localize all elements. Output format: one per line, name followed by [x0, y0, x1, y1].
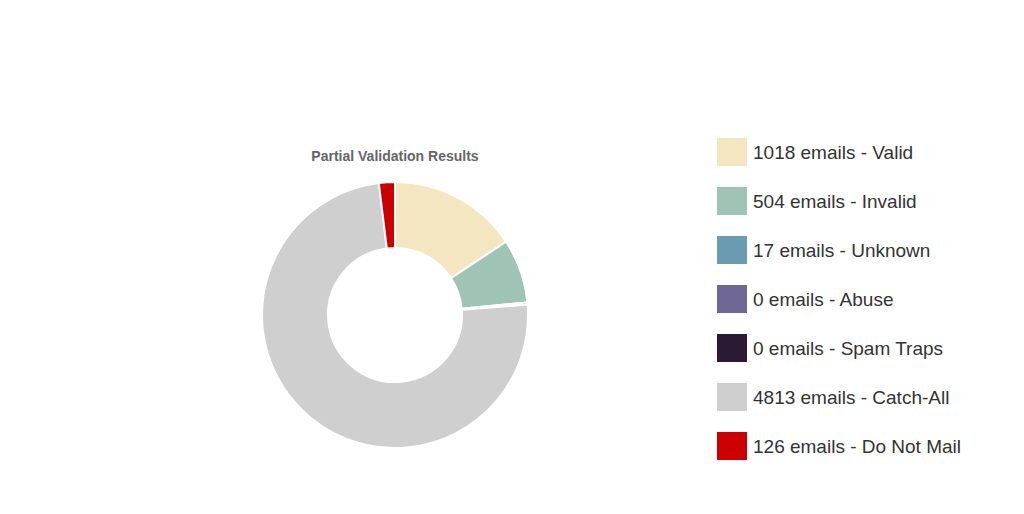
svg-text:17 emails - Unknown: 17 emails - Unknown: [753, 240, 930, 261]
svg-text:4813 emails - Catch-All: 4813 emails - Catch-All: [753, 387, 949, 408]
svg-text:1018 emails - Valid: 1018 emails - Valid: [753, 142, 913, 163]
svg-text:504 emails - Invalid: 504 emails - Invalid: [753, 191, 917, 212]
svg-text:0 emails - Abuse: 0 emails - Abuse: [753, 289, 893, 310]
svg-text:0 emails - Spam Traps: 0 emails - Spam Traps: [753, 338, 943, 359]
svg-text:Partial Validation Results: Partial Validation Results: [311, 148, 478, 164]
svg-text:126 emails - Do Not Mail: 126 emails - Do Not Mail: [753, 436, 961, 457]
